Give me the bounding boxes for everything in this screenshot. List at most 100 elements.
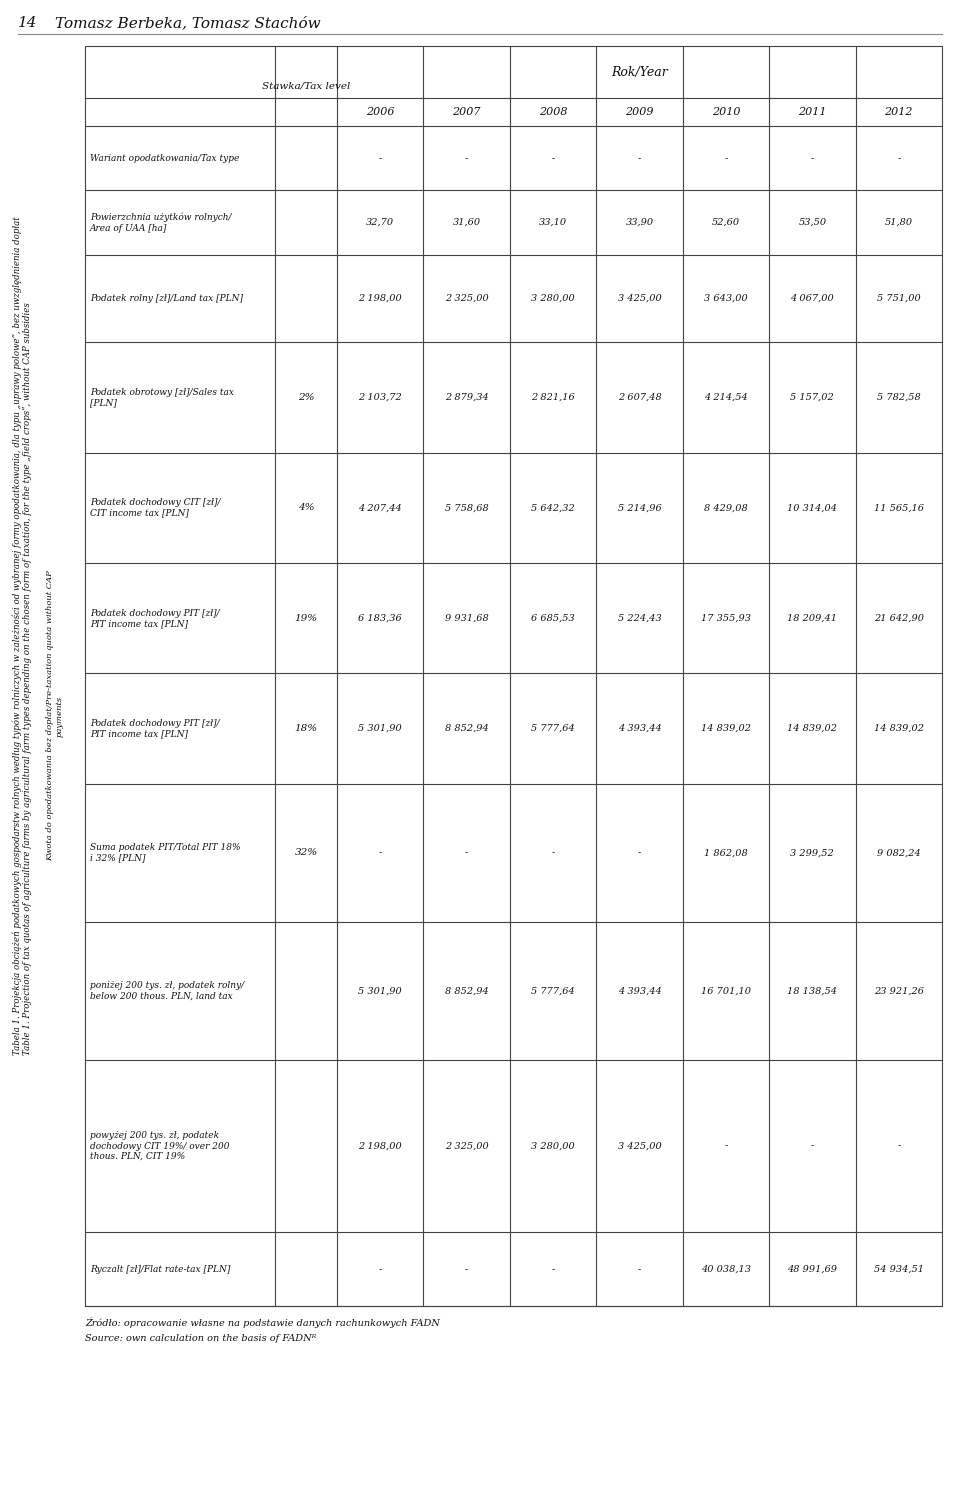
Text: -: -: [811, 154, 814, 163]
Text: -: -: [551, 848, 555, 857]
Text: 5 777,64: 5 777,64: [531, 986, 575, 995]
Text: -: -: [465, 848, 468, 857]
Text: 2011: 2011: [798, 107, 827, 117]
Text: 3 425,00: 3 425,00: [617, 1142, 661, 1151]
Text: 2 198,00: 2 198,00: [358, 1142, 402, 1151]
Text: 4 214,54: 4 214,54: [704, 393, 748, 402]
Text: 9 082,24: 9 082,24: [876, 848, 921, 857]
Text: 6 183,36: 6 183,36: [358, 614, 402, 623]
Text: Podatek obrotowy [zł]/Sales tax
[PLN]: Podatek obrotowy [zł]/Sales tax [PLN]: [90, 387, 234, 407]
Text: 2 821,16: 2 821,16: [531, 393, 575, 402]
Text: 32%: 32%: [295, 848, 318, 857]
Text: 17 355,93: 17 355,93: [701, 614, 751, 623]
Text: 4%: 4%: [298, 503, 314, 512]
Text: 5 157,02: 5 157,02: [790, 393, 834, 402]
Text: 18%: 18%: [295, 724, 318, 733]
Text: 10 314,04: 10 314,04: [787, 503, 837, 512]
Text: 4 207,44: 4 207,44: [358, 503, 402, 512]
Text: -: -: [637, 848, 641, 857]
Text: 5 301,90: 5 301,90: [358, 724, 402, 733]
Text: Tabela 1. Projekcja obciążeń podatkowych gospodarstw rolnych według typów rolnic: Tabela 1. Projekcja obciążeń podatkowych…: [12, 217, 32, 1056]
Text: 18 209,41: 18 209,41: [787, 614, 837, 623]
Text: 3 299,52: 3 299,52: [790, 848, 834, 857]
Text: 53,50: 53,50: [799, 218, 827, 227]
Text: -: -: [378, 848, 382, 857]
Text: 14 839,02: 14 839,02: [701, 724, 751, 733]
Text: 2012: 2012: [884, 107, 913, 117]
Text: 48 991,69: 48 991,69: [787, 1265, 837, 1274]
Text: Podatek dochodowy PIT [zł]/
PIT income tax [PLN]: Podatek dochodowy PIT [zł]/ PIT income t…: [90, 608, 220, 628]
Text: 1 862,08: 1 862,08: [704, 848, 748, 857]
Text: Podatek rolny [zł]/Land tax [PLN]: Podatek rolny [zł]/Land tax [PLN]: [90, 294, 243, 303]
Text: 33,10: 33,10: [539, 218, 567, 227]
Text: 23 921,26: 23 921,26: [874, 986, 924, 995]
Text: 14: 14: [18, 17, 37, 30]
Text: 2 325,00: 2 325,00: [444, 294, 489, 303]
Text: 8 852,94: 8 852,94: [444, 724, 489, 733]
Text: 5 224,43: 5 224,43: [617, 614, 661, 623]
Text: Ryczalt [zł]/Flat rate-tax [PLN]: Ryczalt [zł]/Flat rate-tax [PLN]: [90, 1265, 230, 1274]
Text: Powierzchnia użytków rolnych/
Area of UAA [ha]: Powierzchnia użytków rolnych/ Area of UA…: [90, 212, 231, 232]
Text: -: -: [637, 1265, 641, 1274]
Text: 31,60: 31,60: [452, 218, 481, 227]
Text: 40 038,13: 40 038,13: [701, 1265, 751, 1274]
Text: Źródło: opracowanie własne na podstawie danych rachunkowych FADN: Źródło: opracowanie własne na podstawie …: [85, 1318, 440, 1328]
Text: 2 325,00: 2 325,00: [444, 1142, 489, 1151]
Text: 8 429,08: 8 429,08: [704, 503, 748, 512]
Text: -: -: [898, 154, 900, 163]
Text: Kwota do opodatkowania bez dopłat/Pre-taxation quota without CAP
payments: Kwota do opodatkowania bez dopłat/Pre-ta…: [46, 571, 63, 861]
Text: Suma podatek PIT/Total PIT 18%
i 32% [PLN]: Suma podatek PIT/Total PIT 18% i 32% [PL…: [90, 843, 241, 863]
Text: Podatek dochodowy CIT [zł]/
CIT income tax [PLN]: Podatek dochodowy CIT [zł]/ CIT income t…: [90, 498, 221, 518]
Text: 32,70: 32,70: [366, 218, 395, 227]
Text: 5 301,90: 5 301,90: [358, 986, 402, 995]
Text: 8 852,94: 8 852,94: [444, 986, 489, 995]
Text: 4 393,44: 4 393,44: [617, 724, 661, 733]
Text: -: -: [551, 1265, 555, 1274]
Text: 5 782,58: 5 782,58: [876, 393, 921, 402]
Text: 3 425,00: 3 425,00: [617, 294, 661, 303]
Text: 5 777,64: 5 777,64: [531, 724, 575, 733]
Text: -: -: [637, 154, 641, 163]
Text: 52,60: 52,60: [712, 218, 740, 227]
Text: 5 214,96: 5 214,96: [617, 503, 661, 512]
Text: 2 607,48: 2 607,48: [617, 393, 661, 402]
Text: 11 565,16: 11 565,16: [874, 503, 924, 512]
Text: poniżej 200 tys. zł, podatek rolny/
below 200 thous. PLN, land tax: poniżej 200 tys. zł, podatek rolny/ belo…: [90, 982, 244, 1000]
Text: 5 758,68: 5 758,68: [444, 503, 489, 512]
Text: Rok/Year: Rok/Year: [612, 65, 668, 78]
Text: 3 280,00: 3 280,00: [531, 1142, 575, 1151]
Text: 2010: 2010: [711, 107, 740, 117]
Text: 4 067,00: 4 067,00: [790, 294, 834, 303]
Text: -: -: [551, 154, 555, 163]
Text: -: -: [378, 154, 382, 163]
Text: -: -: [724, 154, 728, 163]
Text: 21 642,90: 21 642,90: [874, 614, 924, 623]
Text: 2%: 2%: [298, 393, 314, 402]
Text: -: -: [465, 154, 468, 163]
Text: 16 701,10: 16 701,10: [701, 986, 751, 995]
Text: 3 643,00: 3 643,00: [704, 294, 748, 303]
Text: 4 393,44: 4 393,44: [617, 986, 661, 995]
Text: -: -: [724, 1142, 728, 1151]
Text: 2 879,34: 2 879,34: [444, 393, 489, 402]
Text: 14 839,02: 14 839,02: [874, 724, 924, 733]
Text: 54 934,51: 54 934,51: [874, 1265, 924, 1274]
Text: 9 931,68: 9 931,68: [444, 614, 489, 623]
Text: 5 642,32: 5 642,32: [531, 503, 575, 512]
Text: -: -: [811, 1142, 814, 1151]
Text: 2006: 2006: [366, 107, 395, 117]
Text: 5 751,00: 5 751,00: [876, 294, 921, 303]
Text: 19%: 19%: [295, 614, 318, 623]
Text: Stawka/Tax level: Stawka/Tax level: [262, 81, 350, 90]
Text: -: -: [898, 1142, 900, 1151]
Text: 2007: 2007: [452, 107, 481, 117]
Text: 2 103,72: 2 103,72: [358, 393, 402, 402]
Text: 2 198,00: 2 198,00: [358, 294, 402, 303]
Text: 14 839,02: 14 839,02: [787, 724, 837, 733]
Text: Source: own calculation on the basis of FADNᴿ: Source: own calculation on the basis of …: [85, 1334, 316, 1343]
Text: 3 280,00: 3 280,00: [531, 294, 575, 303]
Text: Podatek dochodowy PIT [zł]/
PIT income tax [PLN]: Podatek dochodowy PIT [zł]/ PIT income t…: [90, 718, 220, 738]
Text: Tomasz Berbeka, Tomasz Stachów: Tomasz Berbeka, Tomasz Stachów: [55, 17, 321, 30]
Text: 6 685,53: 6 685,53: [531, 614, 575, 623]
Text: 51,80: 51,80: [885, 218, 913, 227]
